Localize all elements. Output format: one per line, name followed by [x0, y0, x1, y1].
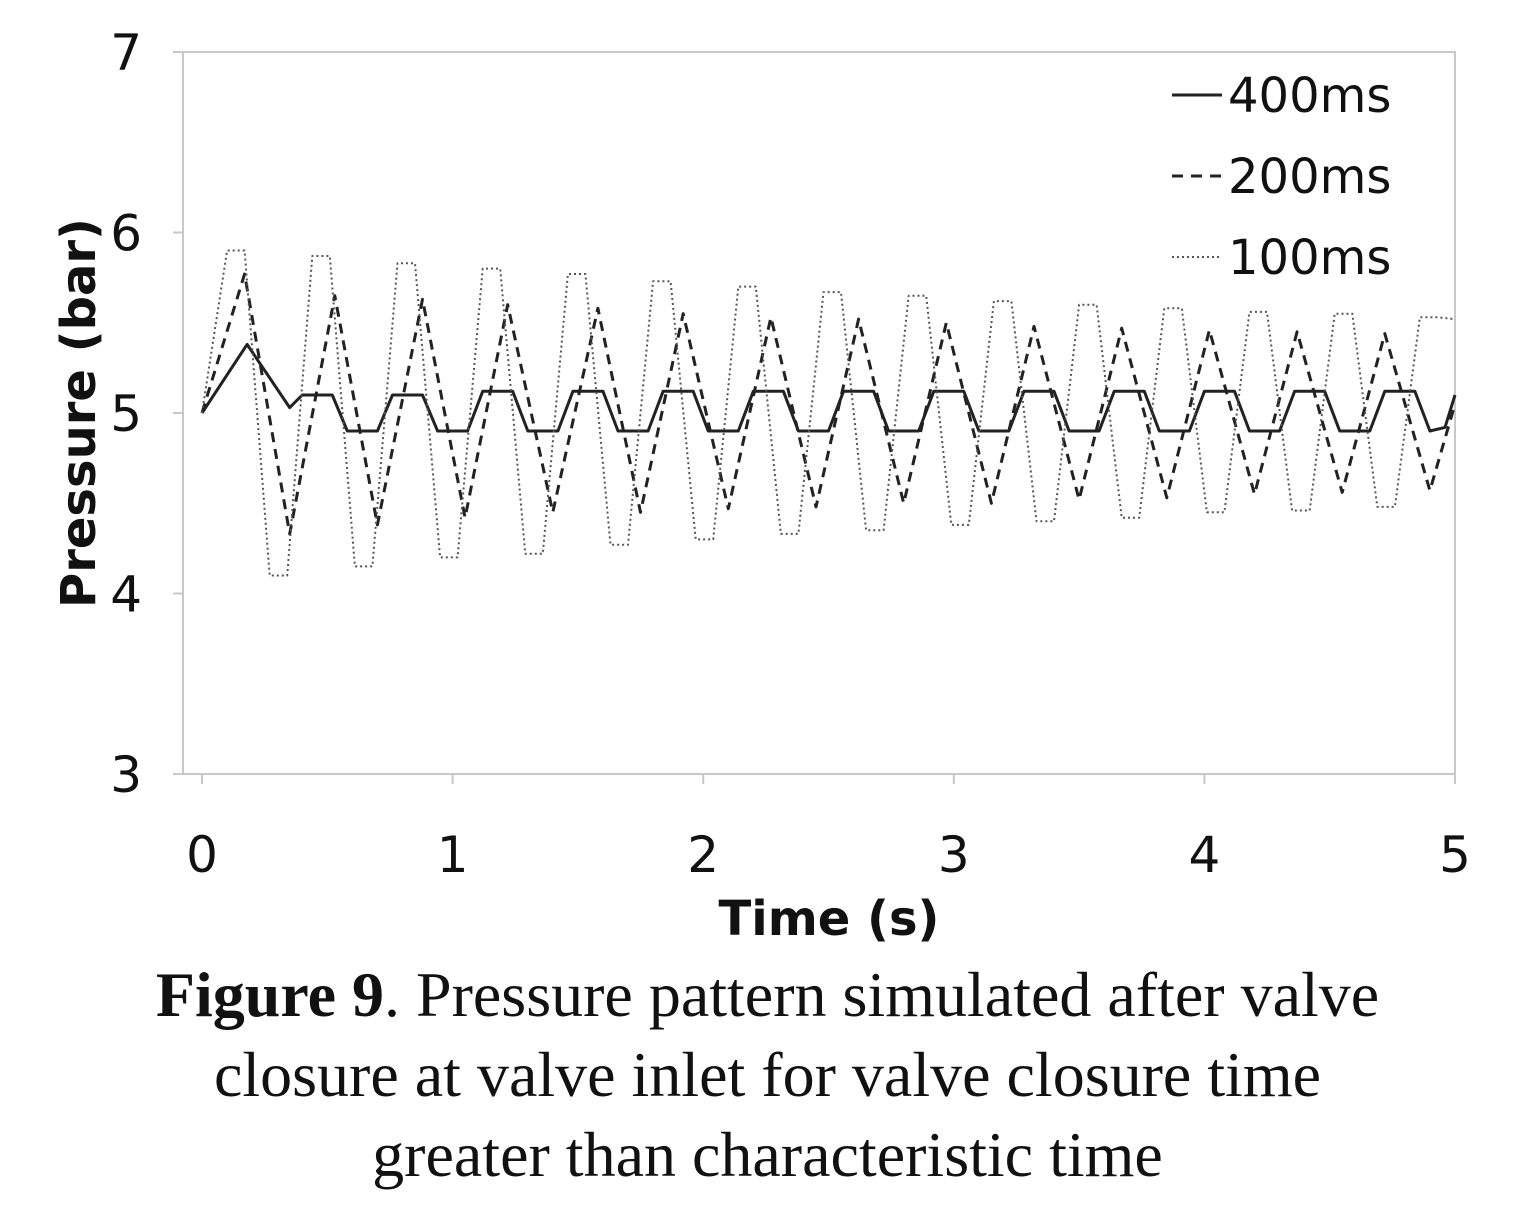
legend: 400ms 200ms 100ms	[1172, 68, 1391, 286]
legend-label-400ms: 400ms	[1228, 68, 1391, 124]
series-layer	[200, 249, 1457, 577]
x-tick-label: 3	[938, 826, 970, 884]
caption-line-1: Figure 9. Pressure pattern simulated aft…	[40, 955, 1495, 1035]
series-line-400ms	[200, 342, 1457, 433]
x-tick-label: 0	[186, 826, 218, 884]
x-tick-label: 5	[1439, 826, 1471, 884]
y-tick-label: 3	[110, 746, 142, 804]
x-ticks: 0 1 2 3 4 5	[186, 774, 1471, 884]
x-tick-label: 2	[687, 826, 719, 884]
y-axis-title: Pressure (bar)	[51, 218, 107, 608]
x-tick-label: 4	[1188, 826, 1220, 884]
caption-line-2: closure at valve inlet for valve closure…	[213, 1039, 1322, 1110]
series-line-200ms	[200, 272, 1457, 536]
legend-label-200ms: 200ms	[1228, 149, 1391, 205]
y-tick-label: 7	[110, 24, 142, 82]
y-tick-label: 6	[110, 205, 142, 263]
y-tick-label: 5	[110, 385, 142, 443]
chart: 0 1 2 3 4 5 3 4 5 6 7 Time (s) Pressure (bar) 400…	[51, 24, 1471, 947]
caption-line-3: greater than characteristic time	[372, 1119, 1163, 1190]
x-axis-title: Time (s)	[719, 891, 940, 947]
y-ticks: 3 4 5 6 7	[110, 24, 183, 804]
caption-figure-label: Figure 9	[155, 959, 384, 1030]
caption-text-1: . Pressure pattern simulated after valve	[383, 959, 1380, 1030]
x-tick-label: 1	[437, 826, 469, 884]
figure-caption: Figure 9. Pressure pattern simulated aft…	[40, 955, 1495, 1195]
y-tick-label: 4	[110, 566, 142, 624]
legend-label-100ms: 100ms	[1228, 230, 1391, 286]
series-line-100ms	[201, 249, 1456, 577]
